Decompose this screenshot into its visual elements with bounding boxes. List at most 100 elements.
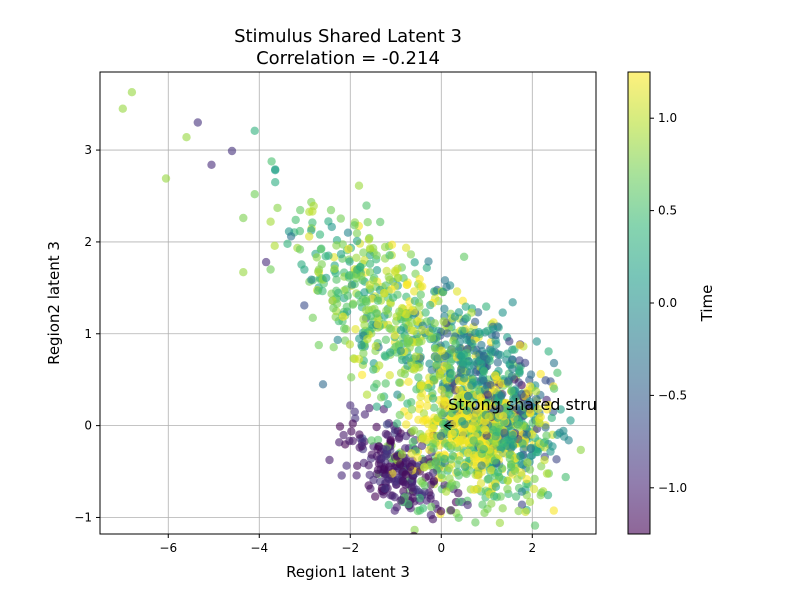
scatter-point bbox=[507, 460, 516, 469]
scatter-point bbox=[415, 506, 425, 515]
scatter-point bbox=[394, 434, 404, 443]
x-tick-label: −4 bbox=[250, 541, 268, 555]
y-axis: −1 0 1 2 3 bbox=[74, 143, 100, 524]
colorbar bbox=[627, 71, 651, 535]
scatter-point bbox=[436, 507, 446, 516]
scatter-point bbox=[365, 268, 375, 277]
scatter-point bbox=[445, 464, 454, 473]
scatter-point bbox=[431, 344, 440, 353]
scatter-point bbox=[419, 409, 429, 418]
scatter-point bbox=[335, 438, 344, 447]
scatter-point bbox=[428, 515, 438, 524]
scatter-point bbox=[350, 354, 359, 364]
scatter-point bbox=[372, 266, 382, 275]
scatter-point bbox=[394, 273, 403, 283]
scatter-point bbox=[523, 458, 532, 467]
scatter-point bbox=[462, 406, 471, 415]
scatter-point bbox=[382, 445, 391, 454]
scatter-point bbox=[396, 326, 406, 335]
scatter-point bbox=[338, 312, 348, 321]
colorbar-label: Time bbox=[698, 285, 716, 323]
scatter-point bbox=[445, 374, 455, 383]
scatter-point bbox=[239, 213, 248, 223]
scatter-point bbox=[362, 201, 371, 210]
scatter-point bbox=[506, 410, 515, 419]
scatter-point bbox=[477, 461, 486, 470]
scatter-point bbox=[432, 361, 441, 370]
scatter-point bbox=[402, 420, 411, 429]
scatter-point bbox=[541, 376, 550, 385]
scatter-point bbox=[488, 347, 497, 356]
scatter-point bbox=[420, 463, 429, 472]
scatter-point bbox=[428, 424, 437, 433]
scatter-point bbox=[313, 286, 323, 295]
scatter-point bbox=[440, 276, 450, 285]
scatter-point bbox=[395, 410, 404, 420]
scatter-point bbox=[376, 217, 385, 227]
scatter-point bbox=[455, 497, 464, 506]
scatter-point bbox=[366, 312, 376, 321]
scatter-point bbox=[422, 263, 431, 272]
scatter-point bbox=[396, 496, 405, 505]
scatter-point bbox=[463, 391, 473, 401]
scatter-point bbox=[335, 422, 345, 431]
x-tick-label: −6 bbox=[159, 541, 177, 555]
scatter-point bbox=[406, 462, 415, 471]
scatter-point bbox=[476, 479, 486, 488]
scatter-point bbox=[336, 250, 346, 259]
scatter-point bbox=[458, 417, 467, 426]
scatter-point bbox=[541, 423, 550, 432]
scatter-point bbox=[380, 242, 390, 252]
scatter-point bbox=[428, 394, 438, 403]
scatter-point bbox=[329, 343, 338, 352]
scatter-point bbox=[438, 409, 447, 418]
scatter-point bbox=[465, 368, 475, 377]
scatter-point bbox=[357, 341, 366, 350]
scatter-point bbox=[511, 492, 521, 501]
plot-frame bbox=[99, 71, 597, 535]
scatter-point bbox=[415, 493, 425, 503]
scatter-point bbox=[404, 377, 413, 386]
scatter-point bbox=[424, 257, 433, 266]
scatter-point bbox=[352, 236, 362, 246]
scatter-point bbox=[518, 439, 527, 448]
scatter-point bbox=[472, 408, 481, 418]
scatter-point bbox=[332, 275, 341, 284]
scatter-point bbox=[295, 245, 305, 254]
colorbar-axis: −1.0 −0.5 0.0 0.5 1.0 bbox=[650, 111, 687, 495]
scatter-point bbox=[467, 424, 476, 434]
scatter-point bbox=[473, 308, 483, 317]
scatter-point bbox=[556, 405, 565, 414]
scatter-point bbox=[429, 403, 439, 412]
scatter-point bbox=[404, 411, 413, 420]
annotation-layer: Strong shared structure bbox=[443, 395, 596, 431]
x-tick-label: −2 bbox=[341, 541, 359, 555]
y-tick-label: 1 bbox=[84, 327, 92, 341]
scatter-point bbox=[530, 521, 540, 530]
scatter-point bbox=[250, 190, 259, 199]
scatter-point bbox=[387, 240, 397, 249]
scatter-point bbox=[227, 146, 237, 156]
scatter-point bbox=[517, 390, 526, 399]
scatter-point bbox=[530, 474, 539, 484]
scatter-point bbox=[421, 308, 430, 317]
scatter-point bbox=[525, 465, 535, 474]
scatter-point bbox=[403, 339, 412, 348]
scatter-point bbox=[454, 488, 463, 498]
scatter-point bbox=[416, 381, 425, 390]
scatter-point bbox=[384, 272, 393, 282]
scatter-point bbox=[517, 487, 527, 496]
scatter-point bbox=[391, 477, 400, 486]
scatter-point bbox=[414, 346, 423, 355]
grid-layer bbox=[100, 72, 596, 534]
scatter-point bbox=[459, 350, 468, 359]
scatter-point bbox=[350, 407, 359, 416]
scatter-point bbox=[363, 218, 372, 227]
scatter-point bbox=[429, 444, 438, 453]
scatter-point bbox=[410, 426, 419, 435]
scatter-point bbox=[537, 488, 546, 497]
scatter-point bbox=[544, 400, 553, 410]
scatter-point bbox=[471, 518, 480, 527]
scatter-point bbox=[332, 241, 341, 250]
